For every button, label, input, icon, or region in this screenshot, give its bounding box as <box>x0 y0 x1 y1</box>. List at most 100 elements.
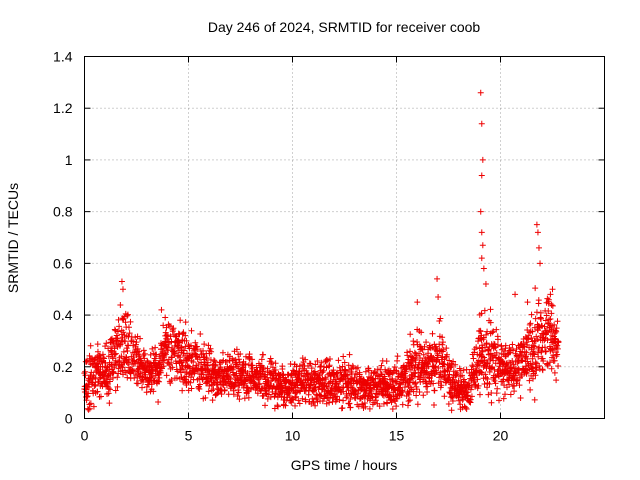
data-point <box>389 406 396 413</box>
data-point <box>443 345 450 352</box>
data-point <box>552 327 559 334</box>
data-point <box>204 359 211 366</box>
data-point <box>124 311 131 318</box>
data-point <box>526 377 533 384</box>
data-point <box>326 362 333 369</box>
data-point <box>476 391 483 398</box>
data-point <box>319 398 326 405</box>
data-point <box>114 383 121 390</box>
data-point <box>267 394 274 401</box>
data-point <box>493 349 500 356</box>
data-point <box>181 376 188 383</box>
data-point <box>534 336 541 343</box>
data-point <box>459 372 466 379</box>
data-point <box>85 406 92 413</box>
data-point <box>114 374 121 381</box>
data-point <box>109 355 116 362</box>
data-point <box>543 312 550 319</box>
data-point <box>362 368 369 375</box>
data-point <box>168 359 175 366</box>
data-point <box>483 359 490 366</box>
data-point <box>532 285 539 292</box>
data-point <box>119 286 126 293</box>
data-point <box>103 367 110 374</box>
data-point <box>316 372 323 379</box>
data-point <box>450 358 457 365</box>
data-point <box>477 328 484 335</box>
data-point <box>267 355 274 362</box>
data-point <box>180 329 187 336</box>
data-point <box>425 350 432 357</box>
data-point <box>104 391 111 398</box>
data-point <box>334 380 341 387</box>
data-point <box>280 371 287 378</box>
data-point <box>119 316 126 323</box>
data-point <box>173 374 180 381</box>
data-point <box>469 362 476 369</box>
data-point <box>439 341 446 348</box>
data-point <box>405 391 412 398</box>
data-point <box>430 380 437 387</box>
data-point <box>481 344 488 351</box>
data-point <box>253 384 260 391</box>
data-point <box>405 398 412 405</box>
data-point <box>506 381 513 388</box>
data-point <box>226 373 233 380</box>
data-point <box>444 368 451 375</box>
data-point <box>523 353 530 360</box>
data-point <box>325 363 332 370</box>
data-point <box>230 371 237 378</box>
data-point <box>141 355 148 362</box>
data-point <box>94 348 101 355</box>
data-point <box>150 388 157 395</box>
data-point <box>158 306 165 313</box>
data-point <box>318 359 325 366</box>
data-point <box>488 389 495 396</box>
data-point <box>279 366 286 373</box>
data-point <box>505 350 512 357</box>
y-axis-label: SRMTID / TECUs <box>5 183 21 293</box>
data-point <box>100 354 107 361</box>
data-point <box>102 343 109 350</box>
data-point <box>394 357 401 364</box>
data-point <box>139 384 146 391</box>
data-point <box>205 388 212 395</box>
data-point <box>105 390 112 397</box>
data-point <box>530 348 537 355</box>
data-point <box>397 381 404 388</box>
data-point <box>311 368 318 375</box>
data-point <box>167 380 174 387</box>
data-point <box>339 404 346 411</box>
data-point <box>384 400 391 407</box>
data-point <box>245 388 252 395</box>
data-point <box>307 360 314 367</box>
data-point <box>341 359 348 366</box>
data-point <box>178 374 185 381</box>
data-point <box>523 349 530 356</box>
data-point <box>230 391 237 398</box>
data-point <box>347 404 354 411</box>
data-point <box>340 397 347 404</box>
data-point <box>201 341 208 348</box>
data-point <box>194 346 201 353</box>
data-point <box>435 293 442 300</box>
data-point <box>112 327 119 334</box>
data-point <box>208 387 215 394</box>
data-point <box>208 348 215 355</box>
data-point <box>163 372 170 379</box>
data-point <box>295 397 302 404</box>
data-point <box>512 291 519 298</box>
data-point <box>129 367 136 374</box>
data-point <box>535 297 542 304</box>
data-point <box>190 359 197 366</box>
data-point <box>356 371 363 378</box>
data-point <box>87 342 94 349</box>
data-point <box>106 366 113 373</box>
data-point <box>264 374 271 381</box>
data-point <box>437 369 444 376</box>
data-point <box>524 299 531 306</box>
data-point <box>124 347 131 354</box>
data-point <box>518 373 525 380</box>
data-point <box>140 365 147 372</box>
data-point <box>545 308 552 315</box>
